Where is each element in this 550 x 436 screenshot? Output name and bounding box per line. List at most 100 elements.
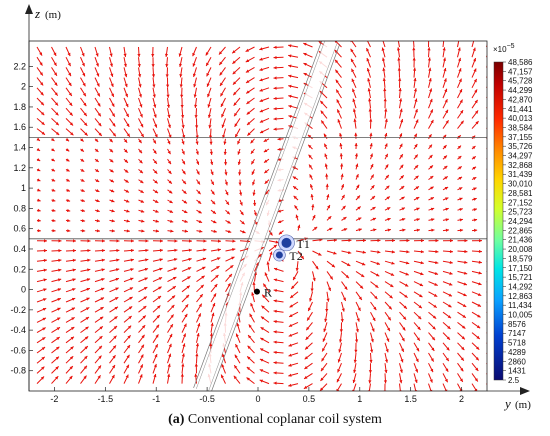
field-arrowhead <box>449 260 453 264</box>
field-arrowhead <box>57 288 62 292</box>
field-arrowhead <box>444 378 448 383</box>
field-arrowhead <box>124 93 128 98</box>
field-arrowhead <box>472 177 477 181</box>
field-arrowhead <box>250 139 254 144</box>
field-arrowhead <box>51 158 55 162</box>
field-arrowhead <box>66 208 71 213</box>
field-arrowhead <box>112 123 116 127</box>
field-arrowhead <box>427 57 431 61</box>
field-arrowhead <box>352 108 357 112</box>
field-arrowhead <box>66 198 71 202</box>
field-arrowhead <box>188 239 192 243</box>
field-arrowhead <box>152 94 156 98</box>
field-arrowhead <box>81 62 85 67</box>
field-arrowhead <box>85 326 89 330</box>
field-arrowhead <box>156 315 160 319</box>
field-arrowhead <box>370 338 374 343</box>
field-arrowhead <box>487 177 490 180</box>
field-arrowhead <box>401 337 405 342</box>
field-arrowhead <box>399 154 403 158</box>
field-arrowhead <box>112 133 116 137</box>
field-arrowhead <box>112 365 115 369</box>
field-arrowhead <box>288 373 292 377</box>
point-label: R <box>264 286 272 300</box>
field-arrowhead <box>435 250 439 254</box>
field-arrowhead <box>488 48 491 51</box>
field-arrowhead <box>137 63 141 68</box>
field-arrowhead <box>460 120 464 125</box>
field-arrowhead <box>42 327 46 331</box>
field-arrowhead <box>196 333 200 337</box>
field-arrowhead <box>429 98 433 103</box>
field-arrowhead <box>154 344 158 348</box>
field-arrowhead <box>130 277 134 281</box>
field-arrowhead <box>41 366 45 370</box>
field-arrowhead <box>109 63 113 67</box>
field-arrowhead <box>397 57 401 61</box>
field-arrowhead <box>210 171 214 176</box>
field-arrowhead <box>413 88 417 92</box>
field-arrowhead <box>153 363 157 368</box>
field-arrowhead <box>55 112 59 116</box>
field-arrowhead <box>196 181 200 185</box>
field-arrowhead <box>217 248 221 252</box>
field-arrowhead <box>98 122 102 127</box>
field-arrowhead <box>490 121 493 124</box>
field-arrowhead <box>430 197 434 201</box>
field-arrowhead <box>449 239 453 243</box>
field-arrowhead <box>181 151 185 155</box>
field-arrowhead <box>442 37 445 40</box>
field-arrowhead <box>43 278 47 282</box>
field-arrowhead <box>40 101 44 106</box>
field-arrowhead <box>442 47 446 51</box>
field-arrow <box>486 321 487 324</box>
field-arrowhead <box>429 165 433 169</box>
field-arrowhead <box>325 173 329 177</box>
field-arrowhead <box>182 343 186 347</box>
field-arrowhead <box>124 149 128 153</box>
field-arrowhead <box>300 255 304 260</box>
field-arrowhead <box>489 90 492 93</box>
field-arrowhead <box>171 304 175 309</box>
field-arrowhead <box>67 52 71 57</box>
field-arrowhead <box>246 79 250 83</box>
field-arrowhead <box>98 345 102 350</box>
field-arrowhead <box>318 252 322 256</box>
field-arrowhead <box>358 228 362 232</box>
field-arrowhead <box>447 315 452 319</box>
field-arrowhead <box>459 207 463 212</box>
field-arrowhead <box>321 120 325 124</box>
field-arrowhead <box>320 387 324 391</box>
field-arrowhead <box>273 371 277 375</box>
field-arrowhead <box>112 345 117 349</box>
field-arrowhead <box>213 293 217 297</box>
field-arrowhead <box>53 62 57 66</box>
field-arrowhead <box>57 307 61 311</box>
field-arrowhead <box>288 363 292 367</box>
field-arrowhead <box>461 346 465 351</box>
field-arrowhead <box>259 98 264 102</box>
field-arrowhead <box>197 313 201 317</box>
field-arrow <box>428 383 432 391</box>
field-arrowhead <box>473 58 477 62</box>
field-arrowhead <box>320 367 325 372</box>
field-arrowhead <box>277 209 282 213</box>
colorbar-tick-label: 45,728 <box>508 77 533 86</box>
field-arrowhead <box>400 348 404 352</box>
field-arrowhead <box>170 229 174 233</box>
field-arrowhead <box>430 109 433 113</box>
field-arrowhead <box>210 322 214 326</box>
field-arrowhead <box>248 324 252 328</box>
field-arrowhead <box>223 162 228 166</box>
field-arrowhead <box>86 297 90 301</box>
field-arrowhead <box>201 275 205 279</box>
field-arrowhead <box>475 110 479 114</box>
field-arrowhead <box>277 147 281 151</box>
field-arrowhead <box>391 261 395 265</box>
field-arrowhead <box>96 199 100 203</box>
y-tick-label: 1.4 <box>13 143 26 153</box>
field-arrowhead <box>478 282 482 286</box>
field-arrowhead <box>445 357 449 362</box>
colorbar-tick-label: 31,439 <box>508 170 533 179</box>
